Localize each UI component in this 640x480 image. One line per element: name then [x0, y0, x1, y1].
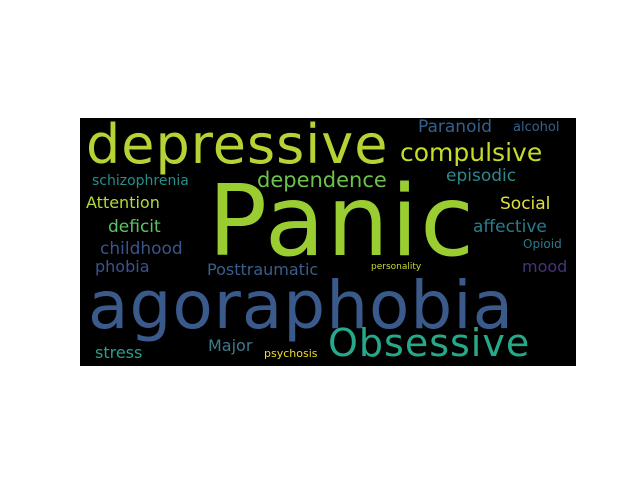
word-paranoid: Paranoid	[418, 118, 493, 137]
word-obsessive: Obsessive	[328, 321, 531, 365]
word-cloud: Panic agoraphobia depressive Obsessive c…	[80, 118, 576, 366]
word-compulsive: compulsive	[400, 138, 543, 167]
word-major: Major	[208, 336, 253, 355]
word-stress: stress	[95, 343, 143, 362]
word-schizophrenia: schizophrenia	[92, 173, 189, 189]
word-affective: affective	[473, 217, 547, 237]
word-phobia: phobia	[95, 257, 150, 276]
word-posttraumatic: Posttraumatic	[207, 260, 319, 279]
word-mood: mood	[522, 257, 568, 276]
word-psychosis: psychosis	[264, 347, 318, 360]
word-personality: personality	[371, 262, 422, 272]
word-depressive: depressive	[86, 118, 389, 176]
word-episodic: episodic	[446, 166, 517, 186]
word-panic: Panic	[208, 165, 476, 279]
word-deficit: deficit	[108, 217, 161, 237]
word-alcohol: alcohol	[513, 120, 560, 135]
word-dependence: dependence	[257, 168, 387, 192]
word-agoraphobia: agoraphobia	[88, 267, 515, 344]
word-social: Social	[500, 194, 551, 214]
word-opioid: Opioid	[523, 237, 562, 251]
word-attention: Attention	[86, 193, 160, 212]
word-childhood: childhood	[100, 239, 183, 259]
